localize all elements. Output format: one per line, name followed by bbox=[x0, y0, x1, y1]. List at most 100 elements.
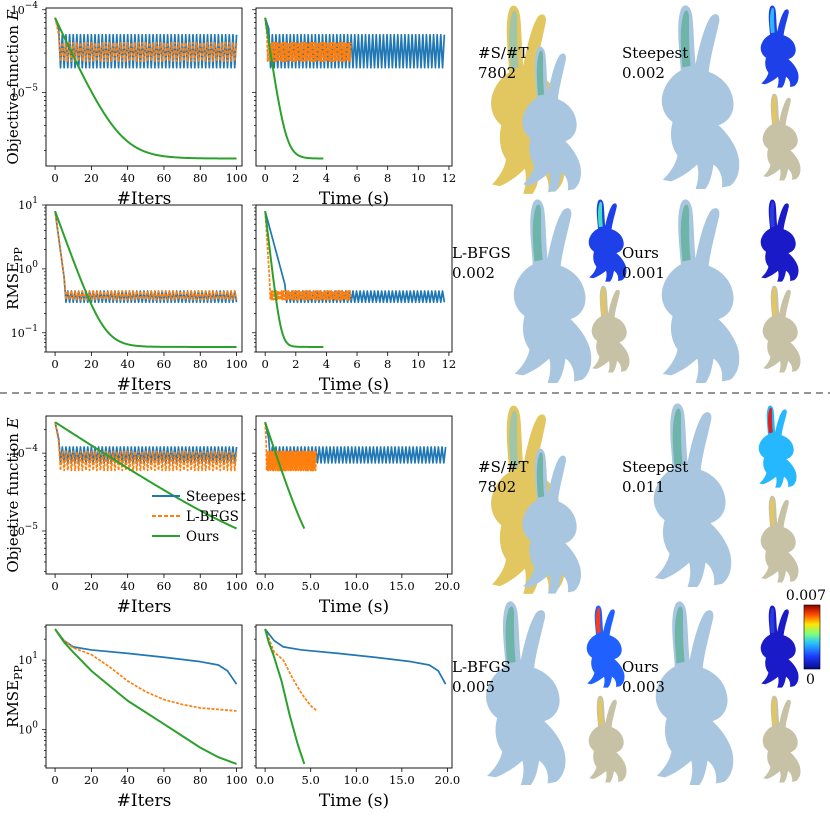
colorbar: 0.007 0 bbox=[786, 588, 826, 688]
x-tick-label: 4 bbox=[323, 171, 330, 185]
y-tick-label: 101 bbox=[18, 651, 38, 667]
y-tick-label: 10−5 bbox=[11, 522, 39, 538]
x-tick-label: 60 bbox=[157, 357, 172, 371]
series-line-lbfgs bbox=[54, 628, 237, 712]
x-tick-label: 100 bbox=[226, 579, 248, 593]
x-tick-label: 80 bbox=[193, 357, 208, 371]
bunny-texture-render bbox=[760, 495, 799, 583]
plot-frame bbox=[45, 415, 243, 575]
x-tick-label: 0 bbox=[51, 171, 58, 185]
render-bottom-overlay: #S/#T 7802 bbox=[478, 405, 581, 594]
render-top-steepest: Steepest 0.002 bbox=[622, 5, 801, 189]
y-axis-label: Objective function E bbox=[4, 9, 22, 164]
x-tick-label: 20 bbox=[84, 357, 99, 371]
series-line-lbfgs bbox=[54, 422, 238, 472]
y-tick-label: 10−1 bbox=[11, 324, 38, 340]
x-tick-label: 10.0 bbox=[343, 579, 369, 593]
bunny-texture-render bbox=[762, 285, 801, 373]
render-top-overlay: #S/#T 7802 bbox=[478, 5, 581, 194]
x-tick-label: 0 bbox=[51, 579, 58, 593]
x-tick-label: 40 bbox=[120, 579, 135, 593]
x-tick-label: 0.0 bbox=[256, 773, 274, 787]
series-line-ours bbox=[264, 17, 324, 160]
x-tick-label: 60 bbox=[157, 171, 172, 185]
bunny-result-render bbox=[486, 601, 566, 785]
x-tick-label: 100 bbox=[226, 773, 248, 787]
bunny-texture-render bbox=[762, 695, 801, 783]
render-top-ours: Ours 0.001 bbox=[622, 199, 801, 383]
x-tick-label: 80 bbox=[193, 579, 208, 593]
series-line-lbfgs bbox=[264, 17, 352, 62]
series-line-lbfgs bbox=[54, 211, 238, 301]
y-tick-label: 100 bbox=[18, 260, 38, 276]
y-tick-label: 10−4 bbox=[11, 444, 39, 460]
legend: Steepest L-BFGS Ours bbox=[152, 489, 246, 545]
x-tick-label: 40 bbox=[120, 171, 135, 185]
x-tick-label: 12 bbox=[442, 357, 457, 371]
series-line-steepest bbox=[264, 210, 446, 304]
x-tick-label: 20 bbox=[84, 773, 99, 787]
x-tick-label: 5.0 bbox=[302, 579, 320, 593]
x-tick-label: 80 bbox=[193, 773, 208, 787]
series-line-ours bbox=[264, 421, 306, 529]
x-axis-label: Time (s) bbox=[319, 375, 389, 395]
y-tick-label: 101 bbox=[18, 196, 38, 212]
x-tick-label: 5.0 bbox=[302, 773, 320, 787]
render-label-steepest: Steepest bbox=[622, 458, 688, 476]
x-tick-label: 2 bbox=[292, 171, 299, 185]
series-line-steepest bbox=[54, 628, 238, 685]
render-value-steepest: 0.002 bbox=[622, 64, 665, 82]
y-tick-label: 10−5 bbox=[11, 84, 39, 100]
x-tick-label: 10 bbox=[411, 171, 426, 185]
render-value-ours: 0.003 bbox=[622, 678, 665, 696]
plot-frame bbox=[45, 7, 243, 167]
bunny-texture-render bbox=[591, 285, 630, 373]
render-label-ours: Ours bbox=[622, 658, 659, 676]
y-axis-label: RMSEPP bbox=[4, 665, 25, 728]
bunny-result-render bbox=[661, 5, 740, 189]
render-label-lbfgs: L-BFGS bbox=[452, 244, 511, 262]
plot-frame bbox=[255, 7, 453, 167]
render-top-lbfgs: L-BFGS 0.002 bbox=[452, 199, 630, 383]
x-tick-label: 6 bbox=[353, 171, 360, 185]
x-tick-label: 0 bbox=[262, 357, 269, 371]
x-tick-label: 2 bbox=[292, 357, 299, 371]
x-tick-label: 0 bbox=[51, 357, 58, 371]
chart-top-rmse-iters: 0 20 40 60 80 100 10−1 100 101 #Iters RMSEPP bbox=[4, 196, 248, 395]
x-tick-label: 15.0 bbox=[389, 773, 415, 787]
chart-bot-rmse-time: 0.0 5.0 10.0 15.0 20.0 Time (s) bbox=[252, 624, 460, 811]
x-tick-label: 0.0 bbox=[256, 579, 274, 593]
series-line-ours bbox=[264, 211, 324, 348]
render-value-stst: 7802 bbox=[478, 64, 516, 82]
x-tick-label: 20 bbox=[84, 171, 99, 185]
bunny-texture-render bbox=[762, 93, 801, 181]
render-value-steepest: 0.011 bbox=[622, 478, 665, 496]
x-tick-label: 40 bbox=[120, 357, 135, 371]
x-tick-label: 100 bbox=[226, 171, 248, 185]
colorbar-min-label: 0 bbox=[806, 672, 815, 688]
chart-bot-obj-time: 0.0 5.0 10.0 15.0 20.0 Time (s) bbox=[252, 415, 460, 617]
series-line-ours bbox=[54, 421, 237, 530]
x-tick-label: 4 bbox=[323, 357, 330, 371]
y-axis-label: Objective function E bbox=[4, 417, 22, 572]
series-line-steepest bbox=[264, 628, 447, 685]
x-tick-label: 8 bbox=[384, 357, 391, 371]
render-label-stst: #S/#T bbox=[478, 44, 528, 62]
render-label-lbfgs: L-BFGS bbox=[452, 658, 511, 676]
series-line-lbfgs bbox=[264, 422, 318, 472]
render-label-steepest: Steepest bbox=[622, 44, 688, 62]
chart-top-obj-iters: 0 20 40 60 80 100 10−5 10−4 #Iters Objective func… bbox=[4, 1, 248, 209]
render-bottom-ours: Ours 0.003 bbox=[622, 601, 801, 785]
x-tick-label: 10 bbox=[411, 357, 426, 371]
bunny-result-render bbox=[513, 199, 592, 383]
plot-frame bbox=[255, 415, 453, 575]
x-tick-label: 0 bbox=[262, 171, 269, 185]
x-tick-label: 40 bbox=[120, 773, 135, 787]
render-label-ours: Ours bbox=[622, 244, 659, 262]
series-line-lbfgs bbox=[54, 17, 238, 62]
bunny-result-render bbox=[655, 601, 734, 785]
x-tick-label: 20 bbox=[84, 579, 99, 593]
series-line-lbfgs bbox=[264, 628, 317, 711]
colorbar-max-label: 0.007 bbox=[786, 588, 826, 604]
